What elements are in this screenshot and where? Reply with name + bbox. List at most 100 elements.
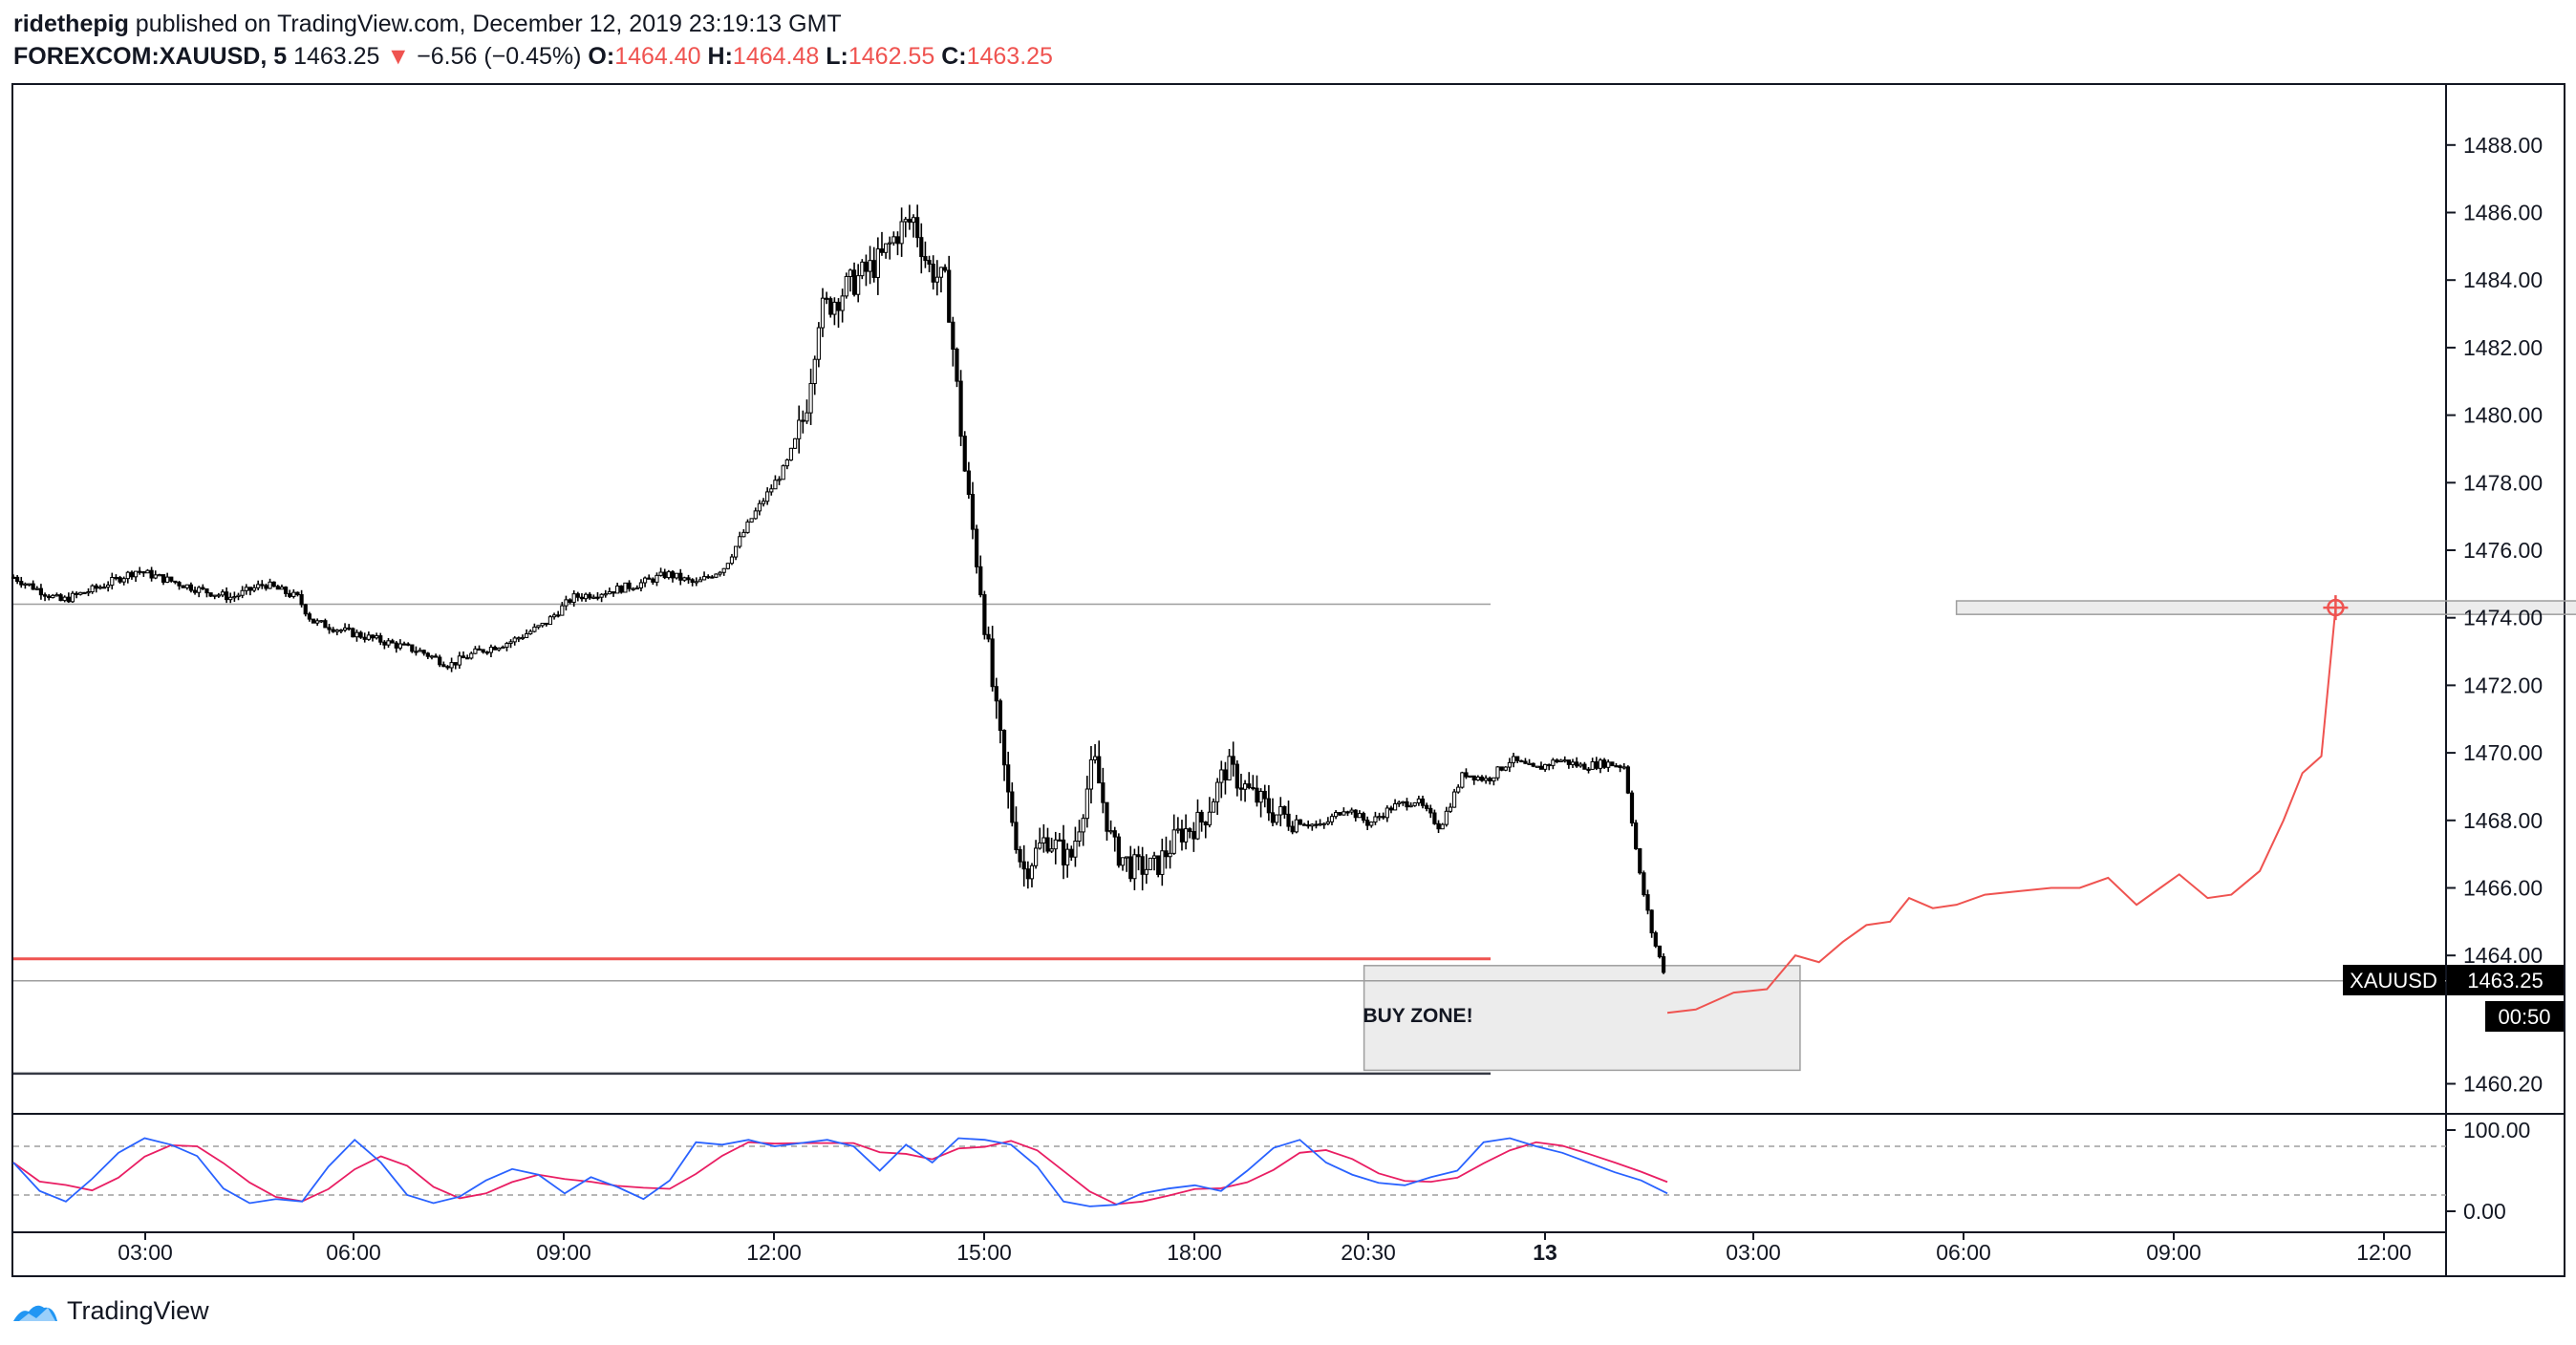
candle-body [288,592,292,597]
candle-body [1499,766,1504,771]
candle-body [1171,829,1176,854]
candle-body [1468,775,1472,778]
candle-body [291,591,296,597]
price-tick-label: 1460.20 [2463,1072,2543,1097]
candle-body [149,569,154,579]
candle-body [1325,821,1330,824]
low-label: L: [826,43,848,70]
price-tick-label: 1480.00 [2463,403,2543,428]
candle-body [1266,798,1271,814]
candle-body [966,470,971,496]
candle-body [1353,809,1358,819]
candle-body [247,587,253,591]
author-name[interactable]: ridethepig [13,11,129,37]
candle-body [504,643,509,648]
candle-body [445,666,450,669]
candle-body [1575,761,1579,767]
candle-body [251,587,257,591]
buy-zone-box [1363,965,1801,1072]
candle-body [1084,788,1089,820]
candle-body [675,572,679,579]
symbol-label[interactable]: FOREXCOM:XAUUSD, 5 [13,43,288,70]
candle-body [891,236,896,244]
candle-body [86,591,91,594]
candle-body [888,242,892,245]
candle-body [1025,868,1030,880]
candle-body [564,599,569,607]
candle-body [457,655,462,666]
candle-body [1314,823,1319,826]
candle-body [1108,830,1113,833]
candle-body [1495,766,1500,779]
candle-body [240,589,245,596]
candle-body [375,635,379,639]
candle-body [1408,804,1413,808]
candle-body [406,643,411,646]
candle-body [488,647,494,653]
candle-body [1629,792,1635,824]
candle-body [694,581,698,584]
candle-body [958,380,963,438]
candle-body [232,596,237,599]
candle-body [1527,762,1532,765]
candle-body [208,592,213,597]
candle-body [1385,807,1389,819]
candle-body [1231,756,1235,765]
candle-body [1645,894,1650,911]
brand-text: TradingView [67,1295,209,1325]
candle-body [11,576,16,579]
candle-body [358,631,363,638]
candle-body [394,642,398,649]
candle-body [875,248,880,278]
candle-body [603,593,608,596]
candle-body [153,574,158,579]
candle-body [1061,839,1066,865]
footer-brand[interactable]: TradingView [11,1293,209,1328]
candle-body [1092,756,1098,760]
candle-body [501,646,505,650]
candle-body [1255,787,1259,803]
candle-body [1475,776,1480,781]
close-value: 1463.25 [966,43,1053,70]
candle-body [347,627,352,630]
candle-body [351,628,355,638]
countdown-badge-bg [2485,1001,2564,1032]
candle-body [38,587,44,596]
candle-body [1270,812,1276,823]
candle-body [161,574,166,583]
candle-body [638,582,644,588]
candle-body [1594,761,1599,769]
candle-body [1128,856,1133,880]
candle-body [473,648,478,654]
candle-body [994,686,998,702]
candle-body [1397,801,1402,804]
time-tick-label: 12:00 [2356,1240,2412,1265]
time-tick-label: 18:00 [1167,1240,1222,1265]
candle-body [757,502,762,512]
price-tick-label: 1466.00 [2463,876,2543,901]
candle-body [1116,836,1121,866]
candle-body [1365,820,1370,826]
candle-body [599,593,604,598]
candle-body [1329,816,1335,822]
time-axis[interactable]: 03:00 06:00 09:00 12:00 15:00 18:00 20:30 13 03:… [12,1231,2446,1265]
candle-body [970,494,976,530]
candle-body [962,436,967,472]
level-lines [13,603,2446,1076]
candle-body [982,594,987,635]
candle-body [75,592,79,595]
candle-body [1006,764,1011,793]
candle-body [1227,756,1232,780]
candle-body [225,591,229,601]
candle-body [378,635,383,643]
candle-body [141,571,146,574]
candle-body [1294,819,1299,833]
candle-body [1101,782,1106,803]
candle-body [1120,857,1126,866]
candle-body [1570,761,1576,765]
time-tick-label: 09:00 [536,1240,591,1265]
candle-body [583,593,589,600]
price-axis[interactable]: 1488.00 1486.00 1484.00 1482.00 1480.00 1478.… [2446,133,2543,1224]
candle-body [1278,805,1283,816]
